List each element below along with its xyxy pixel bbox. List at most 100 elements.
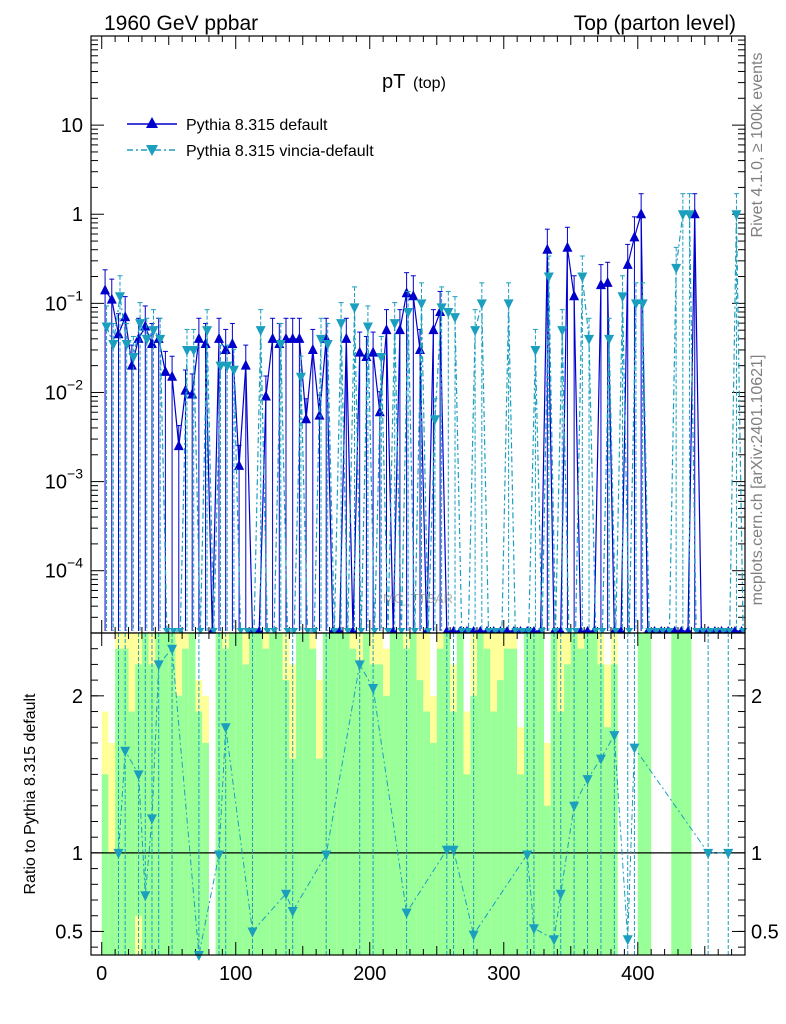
point-default-floor: [503, 626, 512, 633]
point-vincia: [677, 210, 688, 221]
point-vincia-floor: [243, 628, 252, 634]
band-green: [302, 633, 310, 955]
band-green: [604, 727, 611, 955]
band-green: [175, 695, 183, 955]
point-vincia: [403, 307, 414, 318]
point-default: [636, 208, 647, 219]
x-tick-label: 400: [621, 963, 654, 985]
legend-marker-default: [146, 117, 158, 128]
band-green: [677, 633, 685, 955]
point-vincia: [429, 415, 440, 426]
ratio-point: [629, 743, 640, 754]
band-green: [296, 633, 303, 955]
point-default: [213, 332, 224, 343]
point-vincia: [128, 353, 139, 364]
point-vincia: [228, 365, 239, 376]
ratio-point: [528, 924, 539, 935]
point-default: [167, 370, 178, 381]
point-default: [294, 332, 305, 343]
band-green: [483, 648, 491, 955]
ratio-y-tick-label: 1: [72, 843, 83, 865]
y-tick-label: 10−3: [45, 466, 83, 494]
band-green: [490, 711, 498, 955]
y-tick-label: 10: [61, 115, 83, 137]
point-default: [689, 208, 700, 219]
ratio-ticks: 0.5 0.5 1 1 2 2 0 100 200 300 400: [55, 633, 779, 985]
ratio-point: [448, 845, 459, 856]
ratio-point: [113, 848, 124, 859]
band-green: [235, 633, 243, 955]
point-default: [260, 390, 271, 401]
band-green: [564, 664, 571, 955]
band-green: [423, 711, 431, 955]
point-vincia-floor: [249, 628, 258, 634]
band-green: [101, 774, 109, 955]
watermark: MC_TTBAR: [383, 591, 453, 606]
header-right: Top (parton level): [574, 12, 736, 35]
ratio-point: [609, 731, 620, 742]
point-vincia-floor: [658, 628, 667, 634]
point-default: [368, 346, 379, 357]
point-vincia-floor: [357, 628, 366, 634]
plot-title-sub: (top): [413, 75, 446, 92]
point-vincia: [141, 334, 152, 345]
band-green: [329, 633, 337, 955]
y-tick-exp: −4: [67, 555, 83, 571]
ratio-point: [354, 660, 365, 671]
band-green: [155, 633, 163, 955]
point-vincia: [202, 326, 213, 337]
point-default: [435, 305, 446, 316]
band-green: [570, 633, 578, 955]
ratio-point: [280, 889, 291, 900]
legend-marker-vincia: [146, 145, 158, 156]
rivet-label: Rivet 4.1.0, ≥ 100k events: [749, 53, 766, 238]
ratio-y-tick-label: 0.5: [55, 921, 83, 943]
series-line-default: [104, 214, 742, 632]
point-vincia: [121, 339, 132, 350]
point-default-floor: [730, 626, 739, 633]
point-default: [173, 440, 184, 451]
band-green: [202, 742, 209, 955]
ratio-y-tick-label-right: 1: [751, 843, 762, 865]
point-default-floor: [670, 626, 679, 633]
point-vincia-floor: [397, 628, 406, 634]
band-green: [349, 648, 357, 955]
band-green: [517, 774, 524, 955]
point-vincia: [275, 339, 286, 350]
point-default-floor: [469, 626, 478, 633]
point-vincia-floor: [457, 628, 466, 634]
band-green: [108, 852, 116, 955]
point-vincia: [376, 353, 387, 364]
band-green: [215, 633, 223, 955]
main-marks: [100, 193, 748, 634]
band-green: [409, 633, 417, 955]
point-default: [629, 231, 640, 242]
point-default: [113, 328, 124, 339]
point-default-floor: [335, 626, 344, 633]
band-green: [269, 633, 276, 955]
point-default: [622, 258, 633, 269]
ratio-point: [468, 930, 479, 941]
point-default: [267, 332, 278, 343]
point-default: [146, 337, 157, 348]
point-vincia: [617, 292, 628, 303]
mcplots-label: mcplots.cern.ch [arXiv:2401.10621]: [749, 355, 766, 606]
y-tick-label: 1: [72, 204, 83, 226]
point-vincia-floor: [524, 628, 533, 634]
y-tick-exp: −1: [67, 287, 83, 303]
point-default: [287, 332, 298, 343]
point-vincia: [630, 299, 641, 310]
band-green: [510, 648, 518, 955]
band-green: [262, 648, 270, 955]
point-default-floor: [556, 626, 565, 633]
point-vincia-floor: [169, 628, 178, 634]
point-default: [100, 284, 111, 295]
point-vincia-floor: [497, 628, 506, 634]
band-green: [141, 633, 149, 955]
header-left: 1960 GeV ppbar: [104, 12, 258, 35]
x-tick-label: 100: [219, 963, 252, 985]
point-vincia-floor: [538, 628, 547, 634]
point-vincia: [188, 345, 199, 356]
point-vincia-floor: [270, 628, 279, 634]
